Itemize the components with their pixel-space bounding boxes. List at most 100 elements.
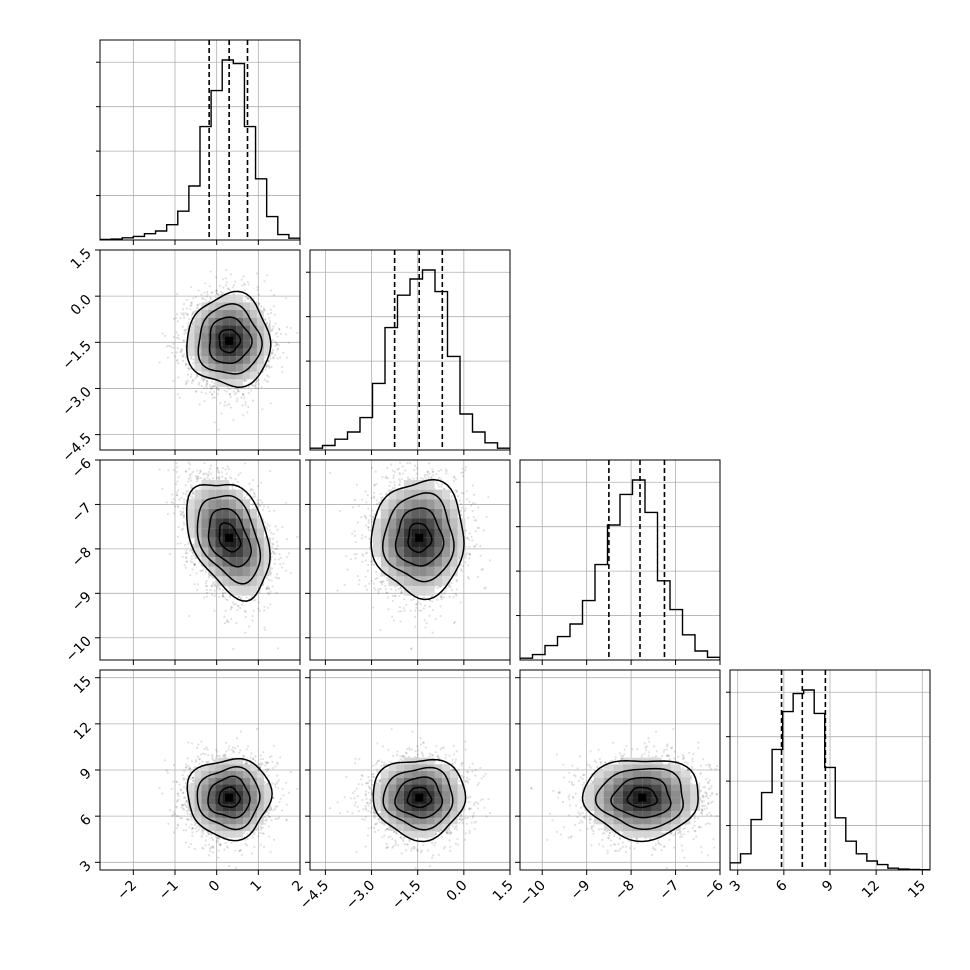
scatter-point xyxy=(247,406,250,409)
scatter-point xyxy=(176,320,179,323)
density-cell xyxy=(222,325,230,334)
scatter-point xyxy=(187,322,190,325)
scatter-point xyxy=(206,585,209,588)
scatter-point xyxy=(190,554,193,558)
scatter-point xyxy=(209,472,213,475)
scatter-point xyxy=(245,596,248,599)
scatter-point xyxy=(257,607,260,610)
scatter-point xyxy=(205,457,207,459)
scatter-point xyxy=(182,516,185,519)
scatter-point xyxy=(168,344,172,348)
scatter-point xyxy=(271,550,275,553)
scatter-point xyxy=(184,484,187,487)
scatter-point xyxy=(269,311,273,315)
scatter-point xyxy=(256,288,259,291)
scatter-point xyxy=(172,335,175,339)
scatter-point xyxy=(175,313,179,316)
scatter-point xyxy=(232,601,235,604)
scatter-point xyxy=(189,375,192,378)
scatter-point xyxy=(260,305,263,308)
scatter-point xyxy=(180,348,183,351)
scatter-point xyxy=(251,614,254,617)
scatter-point xyxy=(213,609,216,612)
density-cell xyxy=(194,356,202,364)
scatter-point xyxy=(228,476,232,479)
histogram-step-line xyxy=(100,59,300,240)
scatter-point xyxy=(173,505,177,508)
scatter-point xyxy=(172,346,175,349)
scatter-point xyxy=(227,287,230,290)
scatter-point xyxy=(273,509,276,512)
density-cell xyxy=(194,340,202,349)
density-cell xyxy=(256,317,264,326)
scatter-point xyxy=(259,499,262,502)
scatter-point xyxy=(190,381,194,384)
scatter-point xyxy=(187,461,190,464)
scatter-point xyxy=(274,525,277,528)
density-cell xyxy=(250,340,257,349)
scatter-point xyxy=(235,400,238,403)
scatter-point xyxy=(269,320,272,323)
scatter-point xyxy=(187,477,191,480)
scatter-point xyxy=(175,359,178,362)
scatter-point xyxy=(202,387,205,390)
scatter-point xyxy=(285,356,289,359)
scatter-point xyxy=(224,477,227,481)
density-cell xyxy=(236,325,244,334)
scatter-point xyxy=(276,544,279,547)
scatter-point xyxy=(195,390,198,393)
density-cell xyxy=(243,356,250,364)
scatter-point xyxy=(204,282,207,285)
scatter-point xyxy=(224,609,227,612)
scatter-point xyxy=(263,309,266,312)
histogram-panel-1 xyxy=(306,249,511,455)
scatter-point xyxy=(191,379,194,382)
scatter-point xyxy=(203,400,206,403)
scatter-point xyxy=(257,378,260,381)
scatter-point xyxy=(212,581,215,584)
scatter-point xyxy=(253,493,256,496)
density-cell xyxy=(215,310,223,318)
scatter-point xyxy=(276,347,280,350)
scatter-point xyxy=(204,385,208,388)
scatter-point xyxy=(203,596,206,599)
scatter-point xyxy=(179,513,183,516)
scatter-point xyxy=(269,402,272,405)
density-cell xyxy=(243,340,250,349)
scatter-point xyxy=(194,556,197,560)
scatter-point xyxy=(209,588,212,592)
scatter-point xyxy=(268,510,271,513)
scatter-point xyxy=(213,584,216,587)
density-cell xyxy=(187,340,195,349)
density-cell xyxy=(250,302,257,310)
scatter-point xyxy=(194,295,198,299)
scatter-point xyxy=(254,383,257,386)
scatter-point xyxy=(184,356,187,359)
scatter-point xyxy=(208,390,212,394)
scatter-point xyxy=(190,356,193,359)
scatter-point xyxy=(187,379,190,382)
scatter-point xyxy=(226,598,229,602)
density-cell xyxy=(222,317,230,326)
scatter-point xyxy=(250,487,253,491)
scatter-point xyxy=(220,471,223,474)
scatter-point xyxy=(265,525,268,528)
scatter-point xyxy=(176,480,179,483)
scatter-point xyxy=(198,302,201,306)
scatter-point xyxy=(247,391,250,395)
density-cell xyxy=(263,333,271,341)
scatter-point xyxy=(257,484,260,488)
density-cell xyxy=(250,317,257,326)
scatter-point xyxy=(221,591,225,594)
scatter-point xyxy=(228,393,232,396)
scatter-point xyxy=(184,383,187,386)
scatter-point xyxy=(272,325,275,328)
scatter-point xyxy=(223,404,226,407)
scatter-point xyxy=(282,351,285,354)
scatter-point xyxy=(264,521,267,524)
scatter-point xyxy=(263,360,266,363)
scatter-point xyxy=(265,365,268,368)
scatter-point xyxy=(205,591,209,595)
scatter-point xyxy=(265,527,268,530)
density-cell xyxy=(201,348,209,357)
